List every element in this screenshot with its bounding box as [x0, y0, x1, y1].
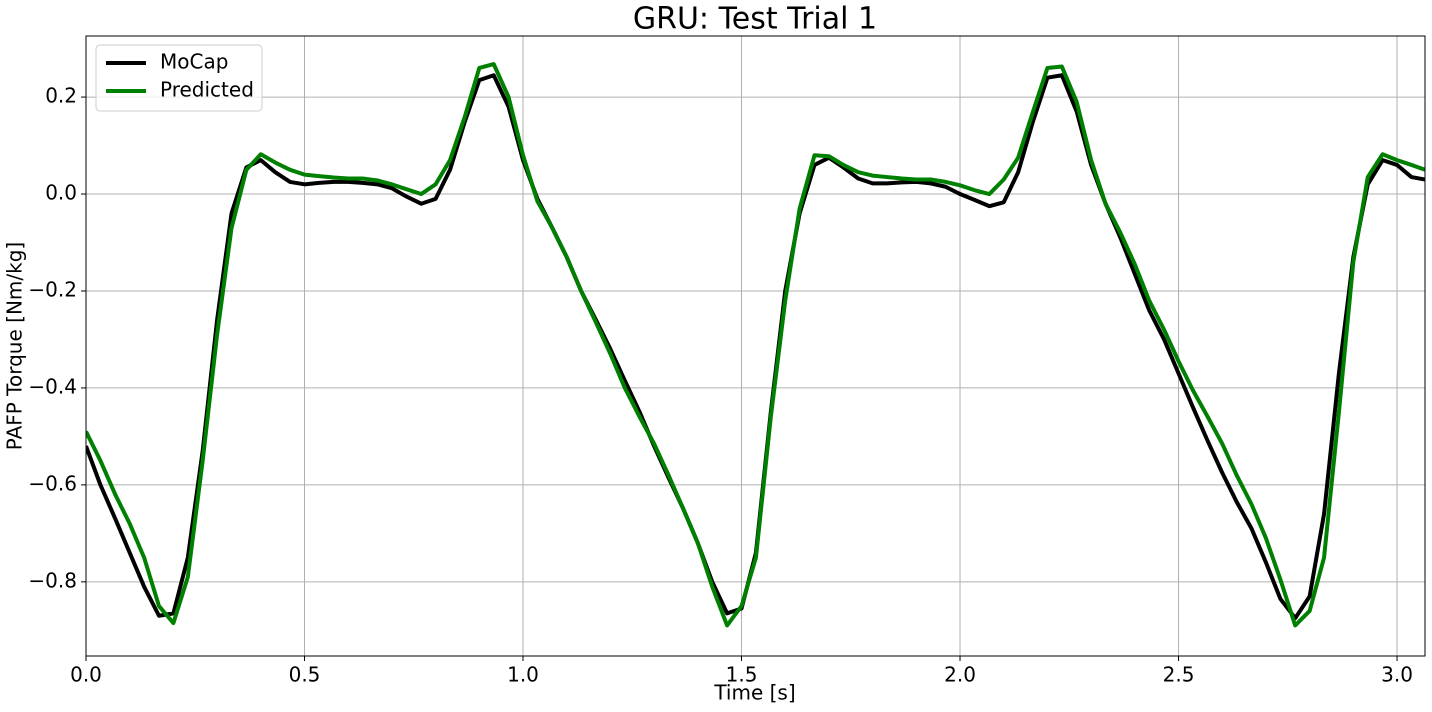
chart-title: GRU: Test Trial 1	[633, 2, 877, 37]
y-tick-label: −0.2	[28, 277, 77, 301]
line	[86, 73, 1425, 621]
line	[86, 62, 1425, 628]
x-tick-label: 3.0	[1381, 663, 1413, 687]
x-tick-label: 1.5	[726, 663, 758, 687]
y-tick-label: 0.2	[45, 84, 77, 108]
x-tick-label: 0.5	[289, 663, 321, 687]
y-tick-label: −0.8	[28, 568, 77, 592]
y-axis-label: PAFP Torque [Nm/kg]	[3, 242, 27, 450]
y-tick-label: 0.0	[45, 181, 77, 205]
x-tick-label: 2.0	[944, 663, 976, 687]
x-tick-label: 0.0	[70, 663, 102, 687]
legend-label: MoCap	[160, 50, 228, 74]
y-tick-label: −0.4	[28, 374, 77, 398]
y-tick-label: −0.6	[28, 471, 77, 495]
x-tick-label: 1.0	[507, 663, 539, 687]
x-tick-label: 2.5	[1163, 663, 1195, 687]
legend-label: Predicted	[160, 78, 254, 102]
plot-frame	[85, 35, 1426, 657]
x-axis-label: Time [s]	[713, 681, 795, 705]
